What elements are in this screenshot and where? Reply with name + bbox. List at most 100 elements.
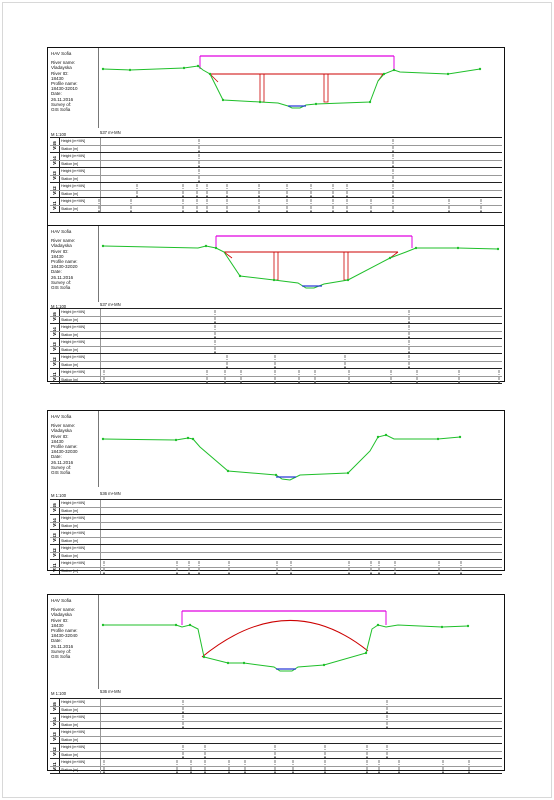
value-tick	[240, 369, 242, 375]
terrain-line	[102, 434, 461, 481]
profile-info: HAV Sofia River name: Vladayska River ID…	[51, 229, 97, 290]
value-tick	[182, 722, 184, 728]
value-tick	[274, 354, 276, 360]
value-tick	[190, 767, 192, 773]
value-tick	[206, 191, 208, 197]
value-tick	[130, 198, 132, 204]
row-label: Station [m]	[61, 377, 79, 382]
row-divider	[100, 744, 101, 751]
value-tick	[228, 560, 230, 566]
profile-name: 18430-32020	[51, 264, 78, 270]
value-tick	[136, 191, 138, 197]
vs-group-vs1: VS1 Height [m+MN] Station [m]	[50, 369, 502, 384]
value-tick	[198, 146, 200, 152]
station-height-table: VS5 Height [m+MN] Station [m] VS4 Height [m+…	[50, 308, 502, 384]
river-name-label: River name:	[51, 238, 76, 244]
row-label: Height [m+MN]	[61, 561, 86, 565]
row-divider	[100, 175, 101, 182]
station-row: Station [m]	[50, 766, 502, 773]
profile-name: 18430-32040	[51, 633, 78, 639]
vs-group-vs2: VS2 Height [m+MN] Station [m]	[50, 354, 502, 369]
value-tick	[348, 369, 350, 375]
value-tick	[103, 759, 105, 765]
row-divider	[100, 759, 101, 766]
row-label: Station [m]	[61, 508, 79, 513]
value-tick	[366, 767, 368, 773]
height-row: Height [m+MN]	[50, 500, 502, 508]
value-tick	[390, 377, 392, 383]
height-row: Height [m+MN]	[50, 560, 502, 568]
river-name-label: River name:	[51, 60, 76, 66]
value-tick	[228, 568, 230, 574]
station-row: Station [m]	[50, 175, 502, 182]
station-row: Station [m]	[50, 537, 502, 544]
river-name: Vladayska	[51, 428, 72, 434]
row-label: Station [m]	[61, 206, 79, 211]
value-tick	[204, 752, 206, 758]
height-row: Height [m+MN]	[50, 309, 502, 317]
value-tick	[442, 759, 444, 765]
value-tick	[214, 339, 216, 345]
value-tick	[392, 206, 394, 212]
value-tick	[392, 198, 394, 204]
station-row: Station [m]	[50, 751, 502, 758]
profile-info: HAV Sofia River name: Vladayska River ID…	[51, 51, 97, 112]
value-tick	[378, 767, 380, 773]
river-name-label: River name:	[51, 607, 76, 613]
value-tick	[188, 560, 190, 566]
value-tick	[224, 377, 226, 383]
row-label: Station [m]	[61, 332, 79, 337]
row-divider	[100, 331, 101, 338]
row-label: Station [m]	[61, 707, 79, 712]
station-row: Station [m]	[50, 190, 502, 197]
cross-section-plot	[101, 55, 482, 109]
profile-panel-2: HAV Sofia River name: Vladayska River ID…	[47, 225, 505, 384]
value-tick	[226, 198, 228, 204]
river-id: 18430	[51, 622, 64, 628]
value-tick	[310, 183, 312, 189]
value-tick	[182, 191, 184, 197]
value-tick	[366, 752, 368, 758]
row-divider	[100, 560, 101, 567]
value-tick	[468, 767, 470, 773]
value-tick	[226, 191, 228, 197]
height-row: Height [m+MN]	[50, 729, 502, 737]
station-height-table: VS5 Height [m+MN] Station [m] VS4 Height [m+…	[50, 137, 502, 213]
value-tick	[182, 714, 184, 720]
height-row: Height [m+MN]	[50, 153, 502, 161]
value-tick	[324, 767, 326, 773]
value-tick	[348, 377, 350, 383]
value-tick	[392, 168, 394, 174]
vs-group-vs1: VS1 Height [m+MN] Station [m]	[50, 560, 502, 575]
height-row: Height [m+MN]	[50, 354, 502, 362]
terrain-line	[102, 245, 499, 289]
value-tick	[182, 198, 184, 204]
value-tick	[103, 767, 105, 773]
datum-label: 537 m+MN	[100, 302, 121, 307]
scale-label: M 1:100	[51, 304, 67, 309]
value-tick	[298, 377, 300, 383]
value-tick	[324, 744, 326, 750]
value-tick	[438, 560, 440, 566]
value-tick	[206, 183, 208, 189]
vs-group-vs5: VS5 Height [m+MN] Station [m]	[50, 500, 502, 515]
value-tick	[408, 347, 410, 353]
row-divider	[100, 751, 101, 758]
row-label: Height [m+MN]	[61, 325, 86, 329]
value-tick	[378, 560, 380, 566]
value-tick	[182, 744, 184, 750]
row-label: Height [m+MN]	[61, 139, 86, 143]
survey-label: Survey of:	[51, 648, 72, 654]
company-label: HAV Sofia	[51, 51, 72, 56]
height-row: Height [m+MN]	[50, 339, 502, 347]
row-label: Height [m+MN]	[61, 745, 86, 749]
value-tick	[136, 183, 138, 189]
row-label: Height [m+MN]	[61, 340, 86, 344]
value-tick	[258, 206, 260, 212]
value-tick	[408, 354, 410, 360]
value-tick	[228, 767, 230, 773]
river-id: 18430	[51, 438, 64, 444]
value-tick	[274, 369, 276, 375]
header-divider	[98, 411, 99, 487]
value-tick	[392, 161, 394, 167]
